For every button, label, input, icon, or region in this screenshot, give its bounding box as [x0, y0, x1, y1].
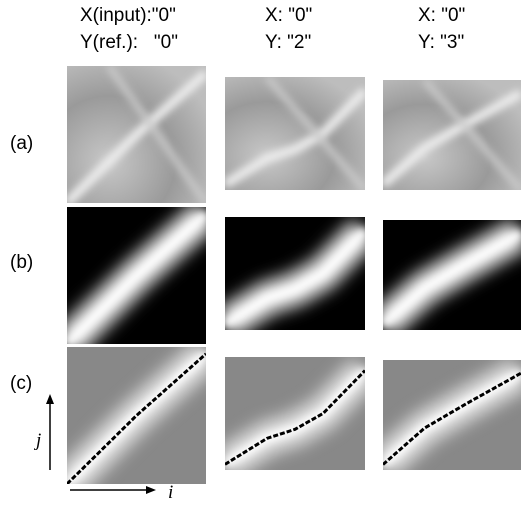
- column-y-label: Y: "3": [418, 32, 464, 53]
- row-label: (b): [10, 252, 33, 273]
- panel: [67, 207, 206, 344]
- column-x-label: X(input):"0": [80, 5, 176, 26]
- column-x-label: X: "0": [418, 5, 465, 26]
- panel: [67, 347, 206, 484]
- axis-label: i: [168, 482, 173, 501]
- panel: [383, 220, 521, 330]
- panel: [225, 77, 365, 190]
- arrow-head: [146, 486, 156, 494]
- soft-line: [106, 66, 206, 203]
- row-label: (a): [10, 133, 33, 154]
- soft-line: [67, 69, 206, 203]
- warp-path: [383, 371, 521, 466]
- axis-label: j: [33, 430, 41, 451]
- soft-line: [422, 80, 521, 190]
- column-x-label: X: "0": [265, 5, 312, 26]
- panel: [67, 66, 206, 203]
- arrow-head: [46, 394, 54, 404]
- panel: [383, 80, 521, 190]
- row-label: (c): [10, 373, 32, 394]
- band-core: [383, 228, 521, 329]
- band-core: [67, 210, 206, 344]
- column-y-label: Y: "2": [265, 32, 311, 53]
- column-y-label: Y(ref.): "0": [80, 32, 178, 53]
- panel: [225, 357, 365, 470]
- panel: [225, 217, 365, 330]
- band-core: [225, 227, 365, 329]
- soft-line: [225, 87, 365, 189]
- soft-line: [264, 77, 365, 190]
- soft-line: [383, 89, 521, 188]
- panel: [383, 360, 521, 470]
- warp-path: [225, 369, 365, 466]
- warp-path: [67, 352, 206, 484]
